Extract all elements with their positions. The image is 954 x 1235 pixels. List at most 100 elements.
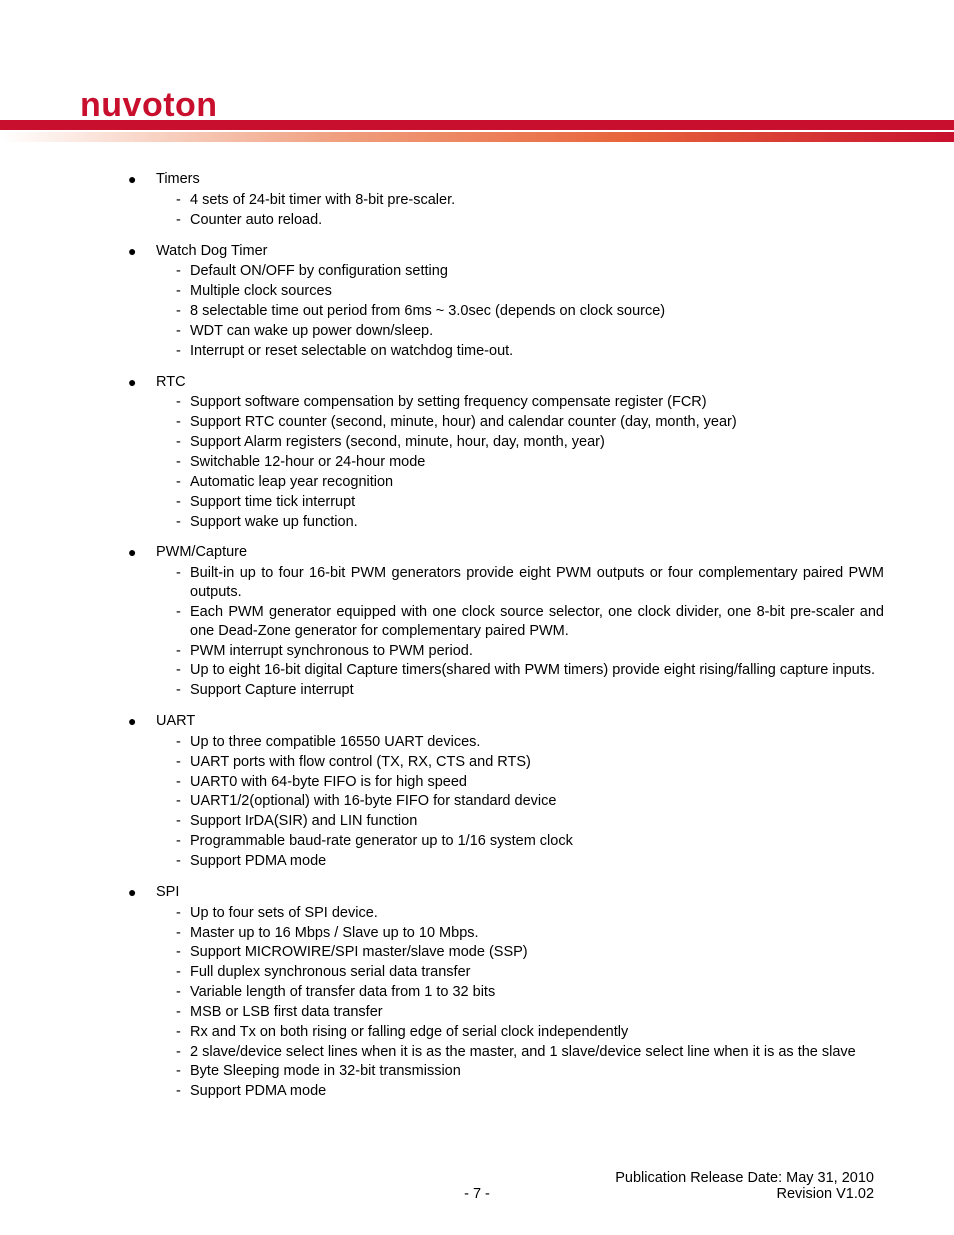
dash-icon: - [176,393,181,412]
list-item: -Full duplex synchronous serial data tra… [176,963,884,982]
feature-list: -Up to four sets of SPI device.-Master u… [176,904,884,1101]
section-title: ● RTC [120,373,884,392]
revision-label: Revision V1.02 [609,1186,874,1202]
section-title-text: UART [156,713,195,729]
list-item-text: Up to three compatible 16550 UART device… [190,734,480,750]
section-title-text: PWM/Capture [156,544,247,560]
dash-icon: - [176,473,181,492]
dash-icon: - [176,282,181,301]
dash-icon: - [176,211,181,230]
dash-icon: - [176,342,181,361]
section: ● Timers -4 sets of 24-bit timer with 8-bi… [120,170,884,230]
list-item: -Master up to 16 Mbps / Slave up to 10 M… [176,924,884,943]
list-item-text: Variable length of transfer data from 1 … [190,984,495,1000]
list-item: -Support Alarm registers (second, minute… [176,433,884,452]
dash-icon: - [176,642,181,661]
dash-icon: - [176,1062,181,1081]
list-item: -Programmable baud-rate generator up to … [176,832,884,851]
list-item-text: Each PWM generator equipped with one clo… [190,604,884,639]
list-item: -UART ports with flow control (TX, RX, C… [176,753,884,772]
dash-icon: - [176,773,181,792]
section-title-text: SPI [156,884,179,900]
list-item: -Support time tick interrupt [176,493,884,512]
dash-icon: - [176,983,181,1002]
list-item-text: Programmable baud-rate generator up to 1… [190,833,573,849]
list-item: -Switchable 12-hour or 24-hour mode [176,453,884,472]
bullet-icon: ● [128,543,136,561]
dash-icon: - [176,493,181,512]
list-item-text: Interrupt or reset selectable on watchdo… [190,343,513,359]
list-item: -Support RTC counter (second, minute, ho… [176,413,884,432]
list-item-text: PWM interrupt synchronous to PWM period. [190,643,473,659]
dash-icon: - [176,753,181,772]
list-item: -Counter auto reload. [176,211,884,230]
list-item: -PWM interrupt synchronous to PWM period… [176,642,884,661]
list-item: -Up to three compatible 16550 UART devic… [176,733,884,752]
list-item: -Interrupt or reset selectable on watchd… [176,342,884,361]
list-item: -Support wake up function. [176,513,884,532]
dash-icon: - [176,733,181,752]
publication-date: Publication Release Date: May 31, 2010 [615,1170,874,1186]
bullet-icon: ● [128,170,136,188]
dash-icon: - [176,262,181,281]
header-divider [0,120,954,142]
dash-icon: - [176,564,181,583]
list-item-text: Support MICROWIRE/SPI master/slave mode … [190,944,528,960]
list-item-text: Built-in up to four 16-bit PWM generator… [190,565,884,600]
list-item-text: Support PDMA mode [190,1083,326,1099]
dash-icon: - [176,681,181,700]
feature-list: -Default ON/OFF by configuration setting… [176,262,884,360]
document-content: ●Timers-4 sets of 24-bit timer with 8-bi… [120,170,884,1113]
feature-list: -Built-in up to four 16-bit PWM generato… [176,564,884,700]
section: ●UART-Up to three compatible 16550 UART … [120,712,884,871]
list-item-text: Support PDMA mode [190,853,326,869]
dash-icon: - [176,1082,181,1101]
bullet-icon: ● [128,712,136,730]
list-item: -Support MICROWIRE/SPI master/slave mode… [176,943,884,962]
list-item-text: UART0 with 64-byte FIFO is for high spee… [190,774,467,790]
dash-icon: - [176,513,181,532]
section-title-text: Timers [156,171,200,187]
section: ● SPI -Up to four sets of SPI device.-Mast… [120,883,884,1101]
list-item: -Support software compensation by settin… [176,393,884,412]
dash-icon: - [176,943,181,962]
page-footer: Publication Release Date: May 31, 2010 -… [80,1170,874,1202]
dash-icon: - [176,832,181,851]
section-title-text: RTC [156,374,186,390]
list-item-text: 4 sets of 24-bit timer with 8-bit pre-sc… [190,192,455,208]
list-item-text: Rx and Tx on both rising or falling edge… [190,1024,628,1040]
list-item: -Rx and Tx on both rising or falling edg… [176,1023,884,1042]
bullet-icon: ● [128,373,136,391]
list-item: -WDT can wake up power down/sleep. [176,322,884,341]
list-item-text: Byte Sleeping mode in 32-bit transmissio… [190,1063,461,1079]
section-title-text: Watch Dog Timer [156,243,267,259]
list-item: -Default ON/OFF by configuration setting [176,262,884,281]
dash-icon: - [176,924,181,943]
list-item-text: WDT can wake up power down/sleep. [190,323,433,339]
list-item: -Support PDMA mode [176,1082,884,1101]
list-item: -Built-in up to four 16-bit PWM generato… [176,564,884,602]
dash-icon: - [176,1023,181,1042]
list-item: -2 slave/device select lines when it is … [176,1043,884,1062]
feature-list: -Support software compensation by settin… [176,393,884,531]
section: ●PWM/Capture-Built-in up to four 16-bit … [120,543,884,700]
section-title: ● Timers [120,170,884,189]
bullet-icon: ● [128,883,136,901]
list-item-text: Master up to 16 Mbps / Slave up to 10 Mb… [190,925,479,941]
dash-icon: - [176,852,181,871]
dash-icon: - [176,661,181,680]
dash-icon: - [176,963,181,982]
dash-icon: - [176,603,181,622]
dash-icon: - [176,904,181,923]
dash-icon: - [176,453,181,472]
list-item: -8 selectable time out period from 6ms ~… [176,302,884,321]
list-item: -UART1/2(optional) with 16-byte FIFO for… [176,792,884,811]
dash-icon: - [176,792,181,811]
list-item-text: UART1/2(optional) with 16-byte FIFO for … [190,793,556,809]
list-item-text: Support IrDA(SIR) and LIN function [190,813,417,829]
section-title: ● UART [120,712,884,731]
dash-icon: - [176,191,181,210]
list-item-text: Support Alarm registers (second, minute,… [190,434,605,450]
list-item: -Support Capture interrupt [176,681,884,700]
list-item-text: UART ports with flow control (TX, RX, CT… [190,754,531,770]
